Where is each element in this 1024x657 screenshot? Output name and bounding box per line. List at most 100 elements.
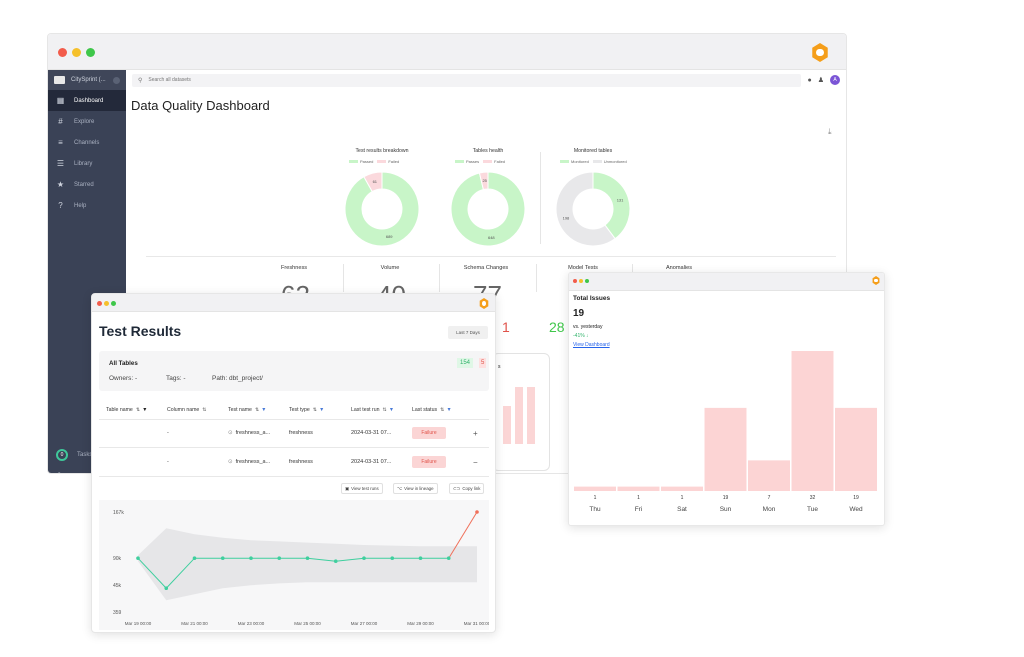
slice-label: 131 — [617, 198, 624, 203]
passed-badge: 154 — [457, 358, 474, 368]
add-user-icon[interactable]: ♟ — [817, 77, 824, 84]
action-button[interactable]: ⊂⊃ Copy link — [449, 483, 485, 494]
legend-swatch — [349, 160, 358, 164]
donut-slice[interactable] — [592, 171, 631, 240]
action-label: Copy link — [462, 486, 481, 491]
workspace-switcher[interactable]: CitySprint (... — [48, 70, 126, 90]
download-icon[interactable]: ⤓ — [828, 127, 832, 136]
search-input[interactable]: ⚲ Search all datasets — [132, 73, 802, 87]
close-dot[interactable] — [58, 48, 67, 57]
sort-icon[interactable]: ⇅ — [382, 407, 387, 413]
bar[interactable] — [617, 486, 660, 491]
sort-icon[interactable]: ⇅ — [440, 407, 445, 413]
data-point[interactable] — [249, 556, 253, 561]
x-tick-label: Mon — [763, 506, 776, 513]
minimize-dot[interactable] — [579, 279, 583, 283]
donut-slice[interactable] — [478, 171, 489, 191]
x-tick-label: Sun — [720, 506, 732, 513]
x-tick-label: Mar 21 00:00 — [181, 621, 208, 626]
sidebar-item-library[interactable]: ☰ Library — [48, 153, 126, 174]
data-point[interactable] — [390, 556, 395, 561]
sort-icon[interactable]: ⇅ — [312, 407, 318, 413]
sidebar-item-dashboard[interactable]: ▦ Dashboard — [48, 90, 126, 111]
donut-legend: Passed Failed — [349, 159, 399, 164]
maximize-dot[interactable] — [86, 48, 95, 57]
page-title: Data Quality Dashboard — [131, 98, 270, 113]
avatar[interactable]: A — [830, 75, 840, 85]
section-divider — [146, 256, 836, 257]
action-button[interactable]: ⌥ View in lineage — [393, 483, 438, 494]
legend-item: Failed — [483, 159, 505, 164]
sort-icon[interactable]: ⇅ — [202, 407, 207, 413]
donut-slice[interactable] — [344, 171, 420, 247]
column-header[interactable]: Last status ⇅ ▼ — [412, 407, 452, 413]
change-value: -41% ↓ — [573, 333, 589, 339]
minimize-dot[interactable] — [104, 301, 109, 306]
mini-bar — [503, 406, 511, 444]
data-point[interactable] — [220, 556, 225, 561]
sidebar-item-starred[interactable]: ★ Starred — [48, 174, 126, 195]
filter-icon[interactable]: ▼ — [446, 407, 452, 413]
table-group-header[interactable]: All Tables Owners: - Tags: - Path: dbt_p… — [99, 351, 489, 391]
action-icon: ⊂⊃ — [453, 486, 461, 491]
data-point[interactable] — [475, 510, 479, 514]
bar[interactable] — [791, 351, 834, 491]
maximize-dot[interactable] — [111, 301, 116, 306]
column-header[interactable]: Test name ⇅ ▼ — [228, 407, 266, 413]
donut-legend: Monitored Unmonitored — [560, 159, 627, 164]
data-point[interactable] — [277, 556, 282, 561]
bar[interactable] — [835, 407, 877, 491]
data-point[interactable] — [192, 556, 197, 561]
filter-icon[interactable]: ▼ — [388, 407, 395, 413]
data-point[interactable] — [305, 556, 310, 561]
group-path: Path: dbt_project/ — [212, 375, 263, 382]
legend-swatch — [560, 160, 569, 164]
bar-value-label: 19 — [723, 495, 729, 501]
column-header[interactable]: Column name ⇅ — [167, 407, 207, 413]
minimize-dot[interactable] — [72, 48, 81, 57]
close-dot[interactable] — [97, 301, 102, 306]
sidebar-item-label: Dashboard — [74, 97, 104, 104]
view-dashboard-link[interactable]: View Dashboard — [573, 342, 610, 348]
data-point[interactable] — [136, 556, 140, 561]
cell-test-name[interactable]: ⊙ freshness_a... — [228, 430, 270, 436]
cell-test-type: freshness — [289, 430, 313, 436]
column-header[interactable]: Last test run ⇅ ▼ — [351, 407, 394, 413]
data-point[interactable] — [446, 556, 451, 561]
donut-slice[interactable] — [555, 171, 616, 247]
sidebar-item-channels[interactable]: ≡ Channels — [48, 132, 126, 153]
column-header[interactable]: Test type ⇅ ▼ — [289, 407, 324, 413]
list-icon: ☰ — [56, 159, 65, 168]
filter-icon[interactable]: ▼ — [319, 407, 325, 413]
maximize-dot[interactable] — [585, 279, 589, 283]
action-button[interactable]: ▣ View test runs — [341, 483, 383, 494]
test-name: freshness_a... — [235, 459, 271, 465]
bar[interactable] — [748, 460, 790, 491]
y-tick-label: 90k — [113, 556, 122, 562]
sidebar-bottom-item[interactable]: ✎ Switch... — [48, 465, 126, 473]
cell-test-name[interactable]: ⊙ freshness_a... — [228, 459, 270, 465]
sort-icon[interactable]: ⇅ — [135, 407, 141, 413]
bell-icon[interactable]: ● — [807, 76, 812, 84]
data-point[interactable] — [418, 556, 423, 561]
expand-icon[interactable]: + — [473, 429, 478, 438]
filter-icon[interactable]: ▼ — [261, 407, 267, 413]
close-dot[interactable] — [573, 279, 577, 283]
donut-slice[interactable] — [363, 171, 383, 193]
data-point[interactable] — [362, 556, 366, 561]
data-point[interactable] — [333, 559, 338, 564]
date-range-button[interactable]: Last 7 Days — [448, 326, 488, 339]
sidebar-item-explore[interactable]: # Explore — [48, 111, 126, 132]
donut-slice[interactable] — [450, 171, 526, 247]
collapse-icon[interactable]: − — [473, 458, 478, 467]
bar[interactable] — [574, 486, 616, 491]
filter-icon[interactable]: ▼ — [142, 407, 148, 413]
data-point[interactable] — [164, 586, 169, 591]
column-header[interactable]: Table name ⇅ ▼ — [106, 407, 147, 413]
sort-icon[interactable]: ⇅ — [254, 407, 260, 413]
sidebar-bottom-item[interactable]: 0 Tasks — [48, 444, 126, 465]
x-tick-label: Mar 25 00:00 — [294, 621, 321, 626]
sidebar-item-help[interactable]: ? Help — [48, 195, 126, 216]
bar[interactable] — [704, 407, 747, 491]
bar[interactable] — [661, 486, 703, 491]
